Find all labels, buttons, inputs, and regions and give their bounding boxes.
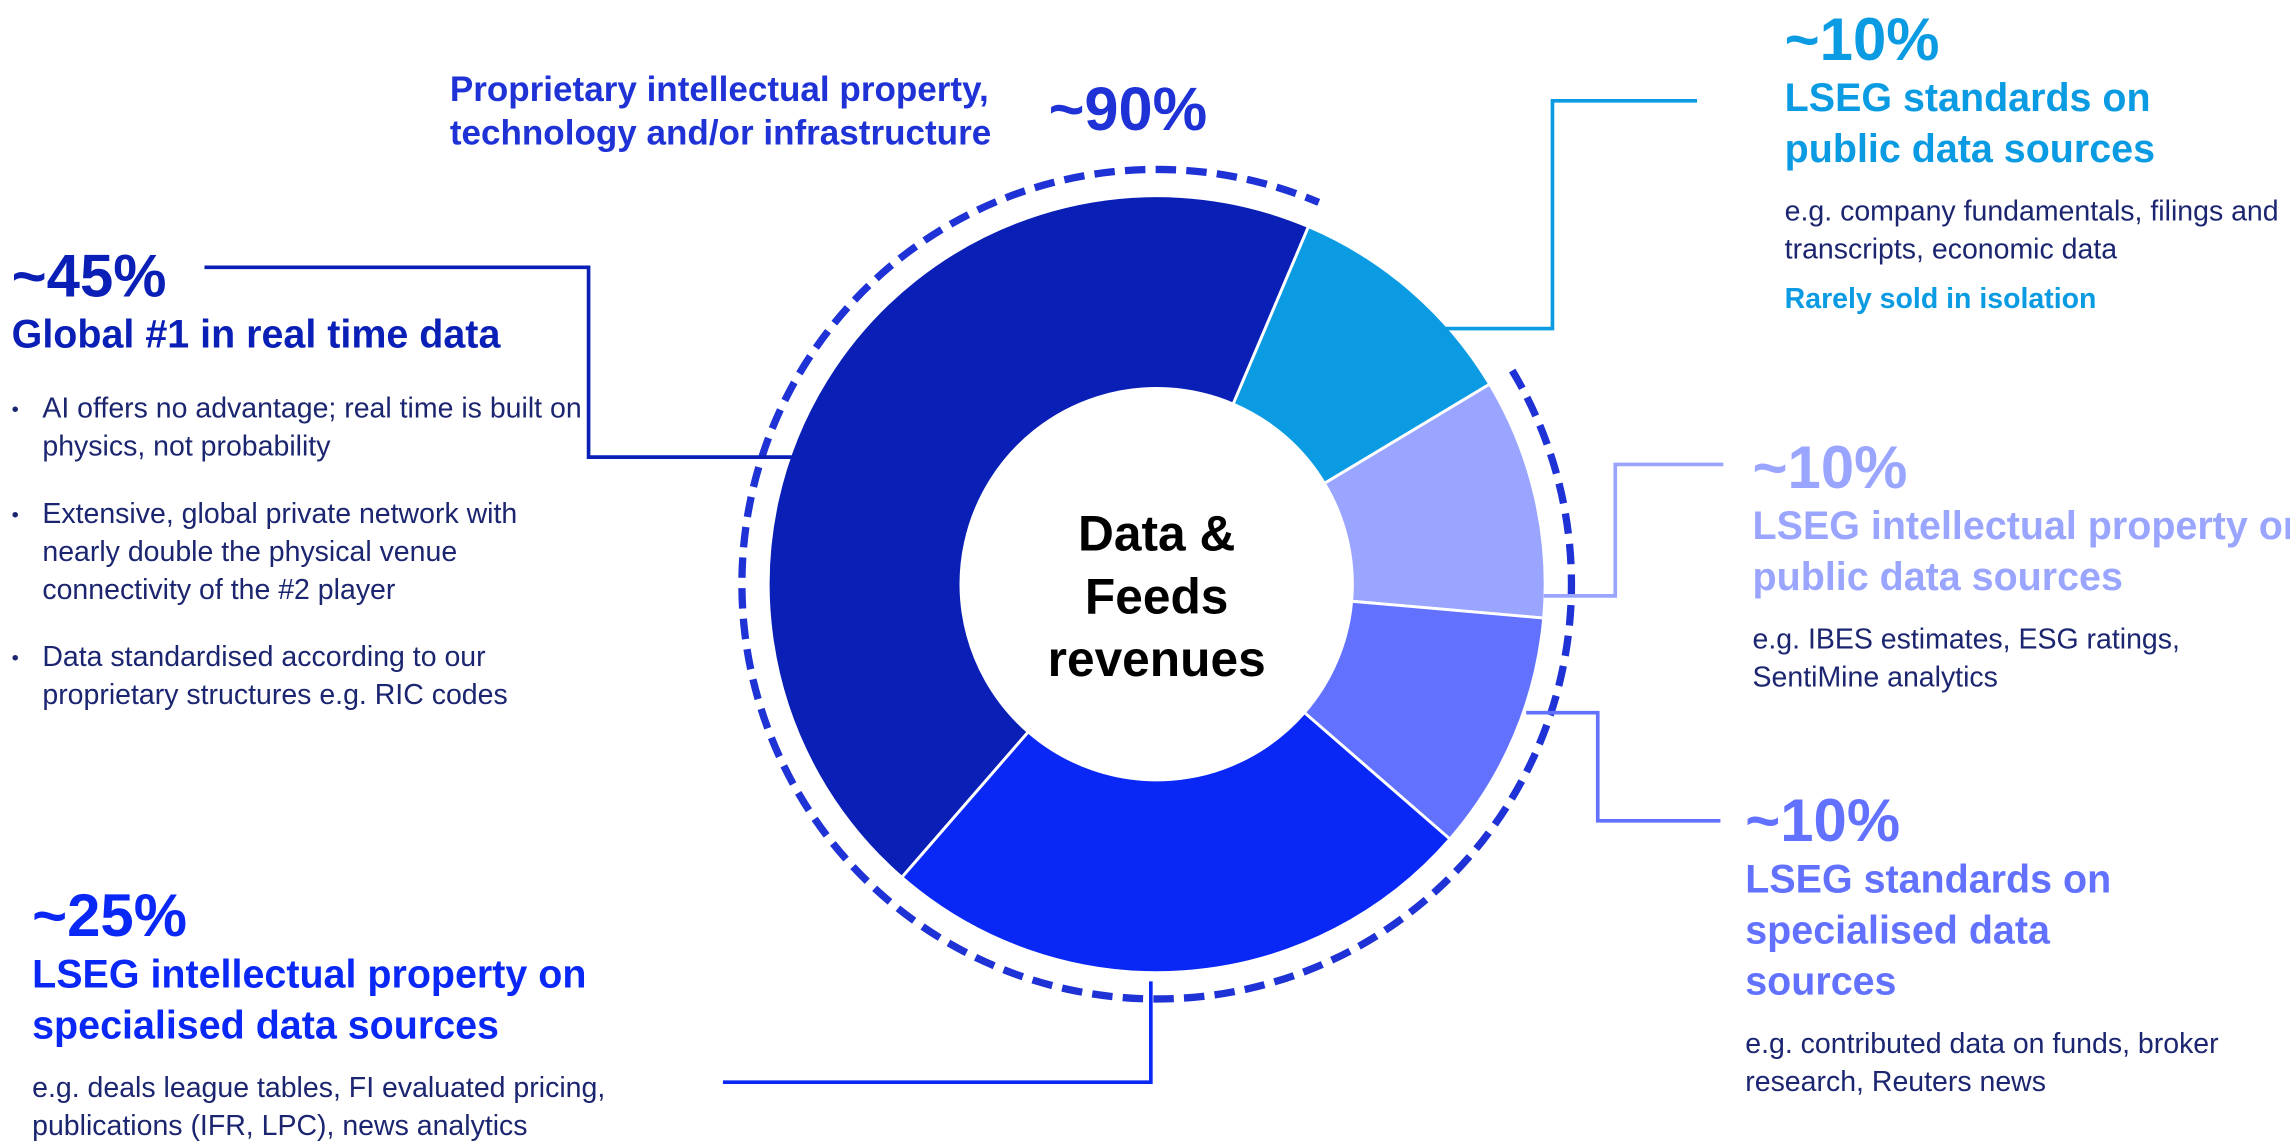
annotation-text: Proprietary intellectual property, techn… bbox=[449, 70, 992, 154]
value-label: ~10% bbox=[1784, 5, 1940, 74]
slice bbox=[766, 194, 1311, 880]
label-block: ~10% LSEG standards on public data source… bbox=[1785, 6, 2289, 319]
slice-heading: Global #1 in real time data bbox=[11, 312, 501, 357]
value-label: ~10% bbox=[1752, 433, 1908, 501]
description: e.g. company fundamentals, filings and t… bbox=[1784, 195, 2279, 266]
slice-heading: LSEG intellectual property on specialise… bbox=[32, 952, 587, 1048]
label-block: ~10% LSEG intellectual property on public… bbox=[1753, 434, 2290, 697]
bullet: Data standardised according to our propr… bbox=[12, 638, 586, 714]
center-label: Data & Feeds revenues bbox=[1047, 506, 1266, 688]
slice-heading: LSEG standards on specialised data sourc… bbox=[1745, 857, 2112, 1004]
label-block: ~10% LSEG standards on specialised data s… bbox=[1745, 787, 2249, 1101]
annotation-label: ~90% bbox=[1048, 74, 1208, 144]
value-label: ~10% bbox=[1745, 787, 1901, 855]
connector bbox=[204, 265, 796, 459]
callout: Rarely sold in isolation bbox=[1784, 283, 2097, 316]
description: e.g. contributed data on funds, broker r… bbox=[1745, 1028, 2219, 1099]
bullet: AI offers no advantage; real time is bui… bbox=[12, 390, 586, 466]
connector bbox=[1543, 462, 1724, 598]
description: e.g. IBES estimates, ESG ratings, SentiM… bbox=[1752, 623, 2180, 694]
label-block: ~45%Global #1 in real time data AI offers… bbox=[12, 242, 625, 714]
connector bbox=[1526, 710, 1721, 823]
description: e.g. deals league tables, FI evaluated p… bbox=[32, 1071, 606, 1143]
label-block: ~25% LSEG intellectual property on specia… bbox=[32, 882, 697, 1145]
connector bbox=[1438, 98, 1698, 331]
value-label: ~25% bbox=[32, 882, 187, 950]
slice-heading: LSEG standards on public data sources bbox=[1784, 75, 2156, 171]
value-label: ~45% bbox=[11, 242, 167, 310]
slice-heading: LSEG intellectual property on public dat… bbox=[1752, 503, 2290, 599]
bullet: Extensive, global private network with n… bbox=[12, 495, 586, 609]
connector bbox=[722, 981, 1153, 1085]
slice bbox=[899, 710, 1452, 975]
dashed-arc bbox=[738, 165, 1576, 1003]
